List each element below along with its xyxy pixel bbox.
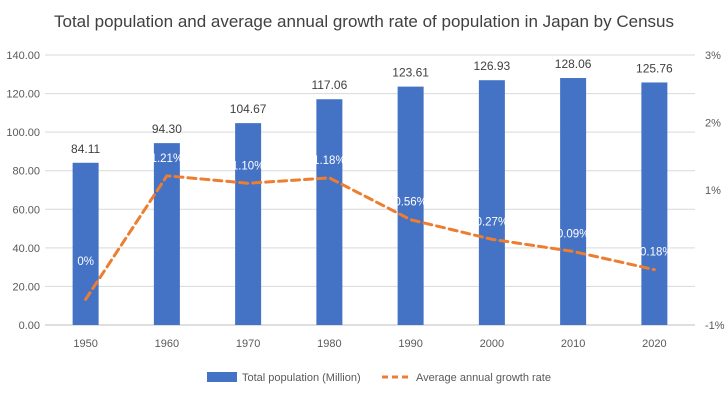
x-tick-label: 1970 (236, 338, 260, 350)
legend-swatch-bars (207, 372, 237, 382)
y-left-tick-label: 60.00 (12, 204, 40, 216)
gridlines (45, 54, 695, 287)
y-right-tick-label: 1% (705, 185, 721, 197)
x-tick-label: 1980 (317, 338, 341, 350)
bar-value-label: 117.06 (311, 78, 347, 92)
bar (478, 80, 505, 326)
bar-value-label: 84.11 (71, 142, 100, 156)
y-right-tick-label: 2% (705, 118, 721, 130)
chart-title: Total population and average annual grow… (54, 12, 674, 31)
bar-value-label: 94.30 (152, 122, 182, 136)
y-left-tick-label: 20.00 (12, 281, 40, 293)
legend-label-line: Average annual growth rate (416, 372, 551, 384)
bar (153, 143, 180, 325)
x-tick-label: 2010 (561, 338, 585, 350)
population-bars (72, 78, 668, 326)
growth-rate-value-label: 1.18% (313, 155, 346, 167)
growth-rate-value-label: 1.10% (232, 160, 265, 172)
growth-rate-value-label: 1.21% (151, 153, 184, 165)
growth-rate-line (84, 174, 656, 301)
y-left-tick-label: 120.00 (6, 89, 40, 101)
y-axis-left: 0.00 20.00 40.00 60.00 80.00 100.00 120.00 140.… (6, 50, 40, 332)
bar (641, 82, 668, 325)
y-axis-right: -1% 1% 2% 3% (705, 50, 725, 332)
bar (397, 86, 424, 325)
bar (316, 99, 343, 326)
bar (560, 78, 587, 325)
x-tick-label: 2000 (480, 338, 504, 350)
y-left-tick-label: 140.00 (6, 50, 40, 62)
growth-rate-series-line (84, 174, 656, 301)
legend: Total population (Million) Average annual… (207, 372, 551, 384)
growth-rate-data-labels: 0% 1.21% 1.10% 1.18% 0.56% 0.27% 0.09% -0.18% (77, 153, 672, 268)
x-tick-label: 2020 (642, 338, 666, 350)
y-left-tick-label: 0.00 (19, 320, 40, 332)
y-right-tick-label: 3% (705, 50, 721, 62)
growth-rate-value-label: 0.56% (394, 197, 427, 209)
bar-value-label: 123.61 (392, 66, 429, 80)
bar-value-label: 104.67 (230, 102, 267, 116)
x-axis: 1950 1960 1970 1980 1990 2000 2010 2020 (45, 324, 695, 350)
bar (235, 123, 262, 325)
growth-rate-value-label: -0.18% (636, 247, 672, 259)
y-left-tick-label: 80.00 (12, 166, 40, 178)
y-left-tick-label: 100.00 (6, 127, 40, 139)
bar-data-labels: 84.11 94.30 104.67 117.06 123.61 126.93 128.06… (71, 57, 673, 156)
x-tick-label: 1950 (73, 338, 97, 350)
growth-rate-value-label: 0.09% (557, 228, 590, 240)
growth-rate-value-label: 0.27% (476, 216, 509, 228)
legend-label-bars: Total population (Million) (242, 372, 361, 384)
growth-rate-value-label: 0% (77, 256, 94, 268)
y-left-tick-label: 40.00 (12, 243, 40, 255)
y-right-tick-label: -1% (705, 320, 725, 332)
bar-value-label: 128.06 (555, 57, 592, 71)
x-tick-label: 1960 (155, 338, 179, 350)
x-tick-label: 1990 (398, 338, 422, 350)
bar-value-label: 125.76 (636, 61, 673, 75)
bar-value-label: 126.93 (474, 59, 511, 73)
